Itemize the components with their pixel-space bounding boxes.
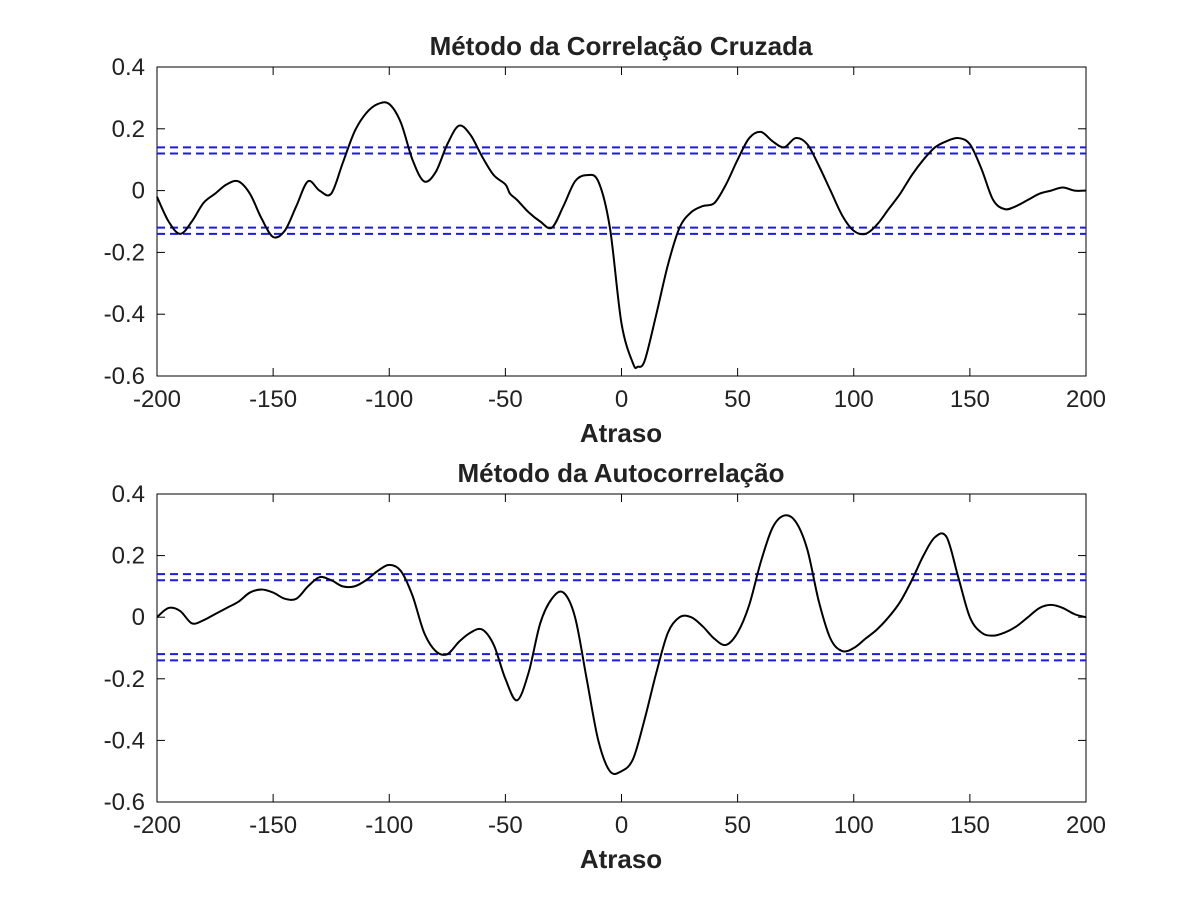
y-tick-label: -0.4 xyxy=(104,301,145,328)
y-tick-label: 0 xyxy=(132,178,145,205)
series-line xyxy=(156,101,1087,370)
y-tick-label: 0.2 xyxy=(112,543,145,570)
x-tick-label: 150 xyxy=(950,812,990,839)
x-tick-label: -100 xyxy=(365,386,413,413)
x-tick-label: -150 xyxy=(249,812,297,839)
y-tick-label: 0.4 xyxy=(112,54,145,81)
x-tick-label: 150 xyxy=(950,386,990,413)
chart-cross-correlation: Método da Correlação Cruzada Atraso -200… xyxy=(104,31,1106,448)
y-tick-label: -0.4 xyxy=(104,727,145,754)
plot-area xyxy=(156,493,1087,803)
y-tick-label: -0.2 xyxy=(104,239,145,266)
x-axis-label: Atraso xyxy=(580,418,662,448)
x-tick-label: 50 xyxy=(724,386,751,413)
x-tick-label: 0 xyxy=(615,812,628,839)
y-tick-label: 0.2 xyxy=(112,116,145,143)
x-tick-label: 200 xyxy=(1066,386,1106,413)
x-tick-label: 0 xyxy=(615,386,628,413)
y-tick-label: -0.2 xyxy=(104,666,145,693)
x-tick-label: -50 xyxy=(488,812,523,839)
y-tick-label: -0.6 xyxy=(104,789,145,816)
y-tick-label: -0.6 xyxy=(104,363,145,390)
x-tick-label: -200 xyxy=(133,386,181,413)
y-tick-label: 0.4 xyxy=(112,481,145,508)
chart-title: Método da Correlação Cruzada xyxy=(430,31,813,61)
plot-area xyxy=(156,66,1087,377)
x-tick-label: 100 xyxy=(834,386,874,413)
x-tick-label: 200 xyxy=(1066,812,1106,839)
x-axis-label: Atraso xyxy=(580,844,662,874)
chart-autocorrelation: Método da Autocorrelação Atraso -200 -150… xyxy=(104,458,1106,874)
x-tick-label: -200 xyxy=(133,812,181,839)
y-tick-label: 0 xyxy=(132,604,145,631)
x-tick-label: -150 xyxy=(249,386,297,413)
x-tick-label: -100 xyxy=(365,812,413,839)
chart-title: Método da Autocorrelação xyxy=(458,458,785,488)
x-tick-label: -50 xyxy=(488,386,523,413)
x-tick-label: 50 xyxy=(724,812,751,839)
series-line xyxy=(156,514,1087,775)
x-tick-label: 100 xyxy=(834,812,874,839)
